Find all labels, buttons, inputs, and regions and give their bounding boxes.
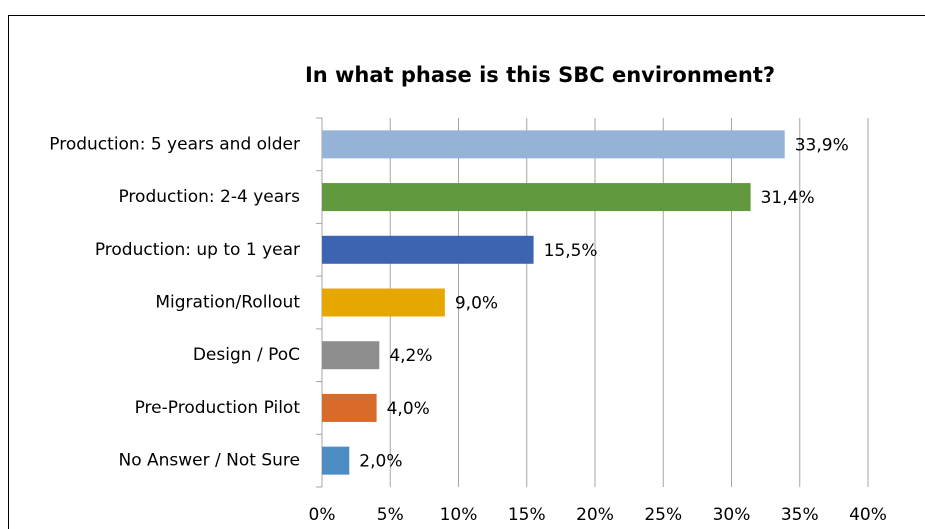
data-label: 31,4% bbox=[761, 188, 815, 208]
x-tick-label: 5% bbox=[377, 505, 404, 525]
data-label: 4,2% bbox=[389, 346, 432, 366]
x-tick-label: 20% bbox=[576, 505, 614, 525]
y-tick-label: Production: 2-4 years bbox=[118, 187, 300, 207]
x-tick-label: 30% bbox=[713, 505, 751, 525]
bar bbox=[322, 235, 534, 264]
data-label: 33,9% bbox=[795, 135, 849, 155]
y-tick-label: Production: 5 years and older bbox=[49, 134, 300, 154]
data-label: 2,0% bbox=[359, 452, 402, 472]
x-tick-label: 40% bbox=[849, 505, 887, 525]
bar bbox=[322, 341, 380, 370]
data-label: 15,5% bbox=[544, 241, 598, 261]
bar bbox=[322, 446, 350, 475]
chart-title: In what phase is this SBC environment? bbox=[305, 63, 775, 87]
data-label: 4,0% bbox=[387, 399, 430, 419]
x-tick-label: 0% bbox=[309, 505, 336, 525]
y-tick-label: Pre-Production Pilot bbox=[135, 398, 301, 418]
bar bbox=[322, 288, 445, 317]
x-tick-label: 35% bbox=[781, 505, 819, 525]
bar bbox=[322, 393, 377, 422]
x-tick-label: 25% bbox=[644, 505, 682, 525]
bar bbox=[322, 183, 751, 212]
chart-border bbox=[8, 15, 925, 529]
x-tick-label: 15% bbox=[508, 505, 546, 525]
bar bbox=[322, 130, 785, 159]
y-tick-label: Migration/Rollout bbox=[155, 293, 300, 313]
y-tick-label: No Answer / Not Sure bbox=[119, 451, 301, 471]
y-tick-label: Production: up to 1 year bbox=[95, 240, 300, 260]
data-label: 9,0% bbox=[455, 294, 498, 314]
y-tick-label: Design / PoC bbox=[193, 345, 300, 365]
x-tick-label: 10% bbox=[440, 505, 478, 525]
